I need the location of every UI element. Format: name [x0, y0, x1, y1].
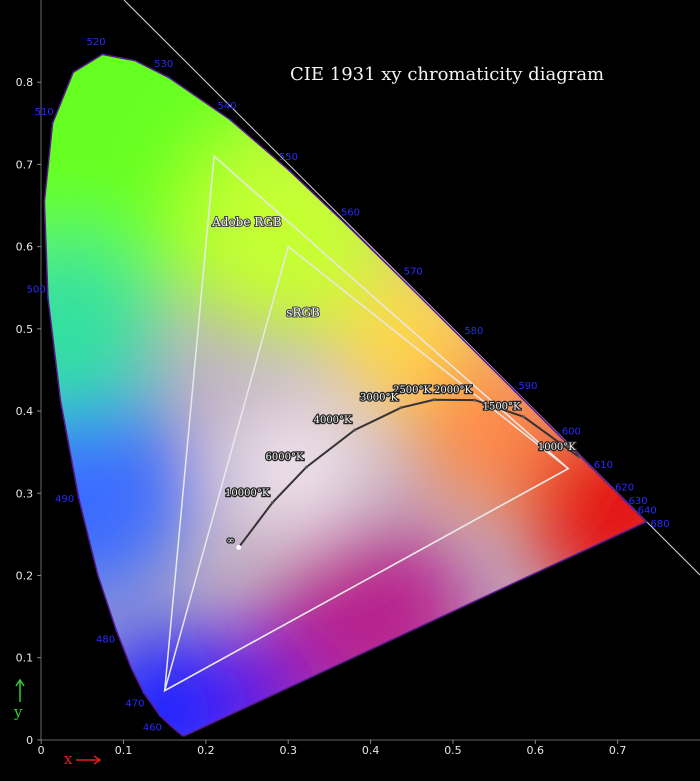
- wavelength-label: 560: [341, 208, 360, 219]
- wavelength-label: 630: [629, 496, 648, 507]
- wavelength-point: [405, 282, 408, 285]
- temperature-label: 2000°K: [434, 385, 472, 396]
- gamut-label: Adobe RGB: [211, 215, 282, 229]
- temperature-label: 3000°K: [360, 393, 398, 404]
- temperature-label: 1500°K: [483, 402, 521, 413]
- planck-point: [522, 415, 526, 419]
- wavelength-label: 680: [651, 519, 670, 530]
- planck-point: [473, 398, 477, 402]
- y-tick-label: 0.2: [16, 569, 34, 582]
- temperature-label: 2500°K: [393, 385, 431, 396]
- x-tick-label: 0.7: [609, 744, 627, 757]
- wavelength-point: [288, 169, 291, 172]
- wavelength-point: [158, 714, 161, 717]
- x-tick-label: 0: [38, 744, 45, 757]
- planck-point: [577, 455, 581, 459]
- wavelength-label: 540: [217, 101, 236, 112]
- wavelength-point: [46, 296, 49, 299]
- wavelength-point: [229, 118, 232, 121]
- wavelength-label: 490: [55, 494, 74, 505]
- planck-point: [304, 465, 308, 469]
- wavelength-point: [101, 53, 104, 56]
- wavelength-point: [556, 432, 559, 435]
- wavelength-label: 620: [615, 482, 634, 493]
- x-arrow: [76, 755, 102, 765]
- gamut-label: sRGB: [286, 306, 320, 320]
- y-tick-label: 0.4: [16, 405, 34, 418]
- planck-point: [236, 544, 242, 550]
- x-tick-label: 0.1: [115, 744, 133, 757]
- wavelength-point: [142, 691, 145, 694]
- wavelength-label: 610: [594, 460, 613, 471]
- wavelength-point: [115, 629, 118, 632]
- wavelength-label: 590: [518, 381, 537, 392]
- wavelength-label: 520: [86, 37, 105, 48]
- wavelength-label: 550: [279, 152, 298, 163]
- planck-point: [399, 406, 403, 410]
- y-tick-label: 0.8: [16, 76, 34, 89]
- temperature-label: ∞: [226, 535, 234, 546]
- y-tick-label: 0.7: [16, 158, 34, 171]
- y-arrow: [15, 678, 25, 702]
- planck-point: [432, 398, 436, 402]
- x-axis-label: x: [64, 750, 73, 768]
- y-tick-label: 0.6: [16, 241, 34, 254]
- x-tick-label: 0.6: [527, 744, 545, 757]
- wavelength-label: 600: [562, 427, 581, 438]
- wavelength-label: 530: [154, 59, 173, 70]
- wavelength-label: 570: [404, 266, 423, 277]
- temperature-label: 4000°K: [314, 415, 352, 426]
- y-tick-label: 0.5: [16, 323, 34, 336]
- wavelength-label: 480: [96, 635, 115, 646]
- x-tick-label: 0.2: [197, 744, 215, 757]
- wavelength-point: [645, 520, 648, 523]
- planck-point: [353, 428, 357, 432]
- x-tick-label: 0.5: [444, 744, 462, 757]
- wavelength-point: [588, 464, 591, 467]
- wavelength-label: 500: [27, 285, 46, 296]
- wavelength-label: 640: [638, 506, 657, 517]
- chart-title: CIE 1931 xy chromaticity diagram: [290, 64, 604, 85]
- wavelength-point: [167, 76, 170, 79]
- x-tick-label: 0.4: [362, 744, 380, 757]
- wavelength-point: [513, 390, 516, 393]
- wavelength-label: 580: [464, 326, 483, 337]
- planck-point: [270, 501, 274, 505]
- x-tick-label: 0.3: [279, 744, 297, 757]
- wavelength-label: 460: [143, 722, 162, 733]
- wavelength-point: [51, 122, 54, 125]
- y-tick-label: 0: [26, 734, 33, 747]
- wavelength-point: [632, 507, 635, 510]
- wavelength-point: [609, 485, 612, 488]
- temperature-label: 6000°K: [266, 452, 304, 463]
- gamut-triangle: [163, 245, 570, 693]
- wavelength-label: 510: [35, 107, 54, 118]
- wavelength-point: [623, 498, 626, 501]
- temperature-label: 10000°K: [225, 488, 270, 499]
- y-axis-label: y: [13, 703, 23, 721]
- temperature-label: 1000°K: [538, 442, 576, 453]
- y-tick-label: 0.3: [16, 487, 34, 500]
- wavelength-point: [347, 225, 350, 228]
- y-tick-label: 0.1: [16, 652, 34, 665]
- wavelength-point: [77, 496, 80, 499]
- wavelength-label: 470: [125, 699, 144, 710]
- wavelength-point: [462, 338, 465, 341]
